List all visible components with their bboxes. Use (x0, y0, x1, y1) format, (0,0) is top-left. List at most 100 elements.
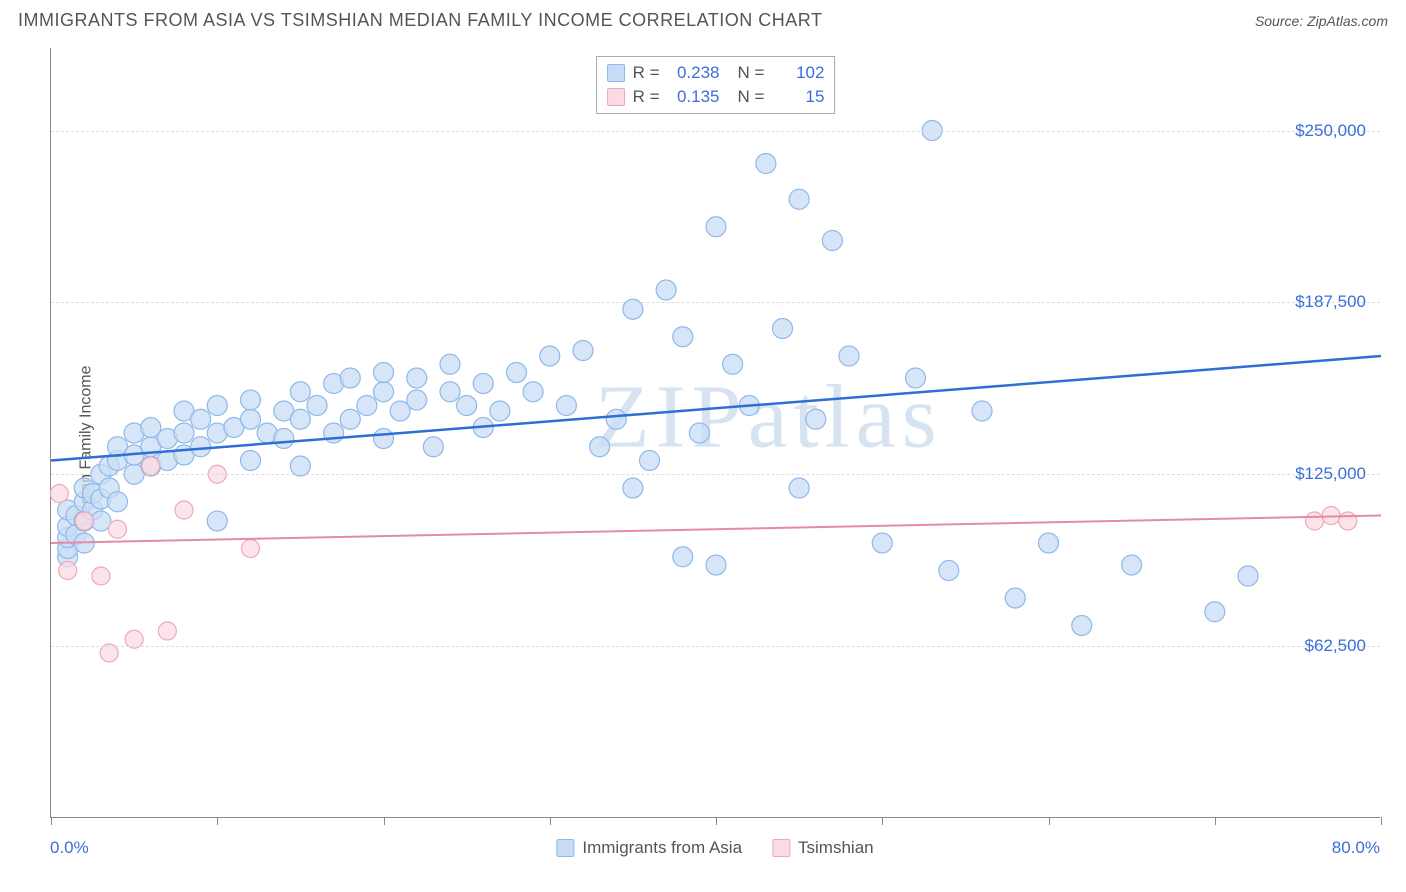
gridline-h (51, 646, 1380, 647)
scatter-point (556, 396, 576, 416)
y-tick-label: $250,000 (1295, 121, 1366, 141)
scatter-point (174, 423, 194, 443)
scatter-point (158, 622, 176, 640)
scatter-point (972, 401, 992, 421)
scatter-point (108, 492, 128, 512)
scatter-point (92, 567, 110, 585)
scatter-point (407, 368, 427, 388)
trend-line (51, 516, 1381, 544)
scatter-point (91, 511, 111, 531)
scatter-point (1072, 616, 1092, 636)
x-tick (550, 817, 551, 825)
legend-swatch (556, 839, 574, 857)
scatter-point (806, 409, 826, 429)
scatter-point (473, 374, 493, 394)
source-prefix: Source: (1255, 13, 1307, 29)
scatter-point (340, 368, 360, 388)
y-tick-label: $187,500 (1295, 292, 1366, 312)
scatter-point (789, 189, 809, 209)
stat-n-value: 102 (772, 63, 824, 83)
x-tick (882, 817, 883, 825)
scatter-point (689, 423, 709, 443)
scatter-point (656, 280, 676, 300)
scatter-point (706, 217, 726, 237)
scatter-point (523, 382, 543, 402)
scatter-point (1005, 588, 1025, 608)
stat-r-value: 0.135 (668, 87, 720, 107)
scatter-point (773, 319, 793, 339)
scatter-point (590, 437, 610, 457)
scatter-point (1306, 512, 1324, 530)
gridline-h (51, 474, 1380, 475)
x-tick (1381, 817, 1382, 825)
scatter-point (640, 451, 660, 471)
scatter-point (1039, 533, 1059, 553)
stats-legend-row: R =0.238N =102 (607, 61, 825, 85)
series-legend: Immigrants from Asia Tsimshian (556, 838, 873, 858)
scatter-point (374, 429, 394, 449)
header: IMMIGRANTS FROM ASIA VS TSIMSHIAN MEDIAN… (0, 0, 1406, 37)
scatter-point (241, 451, 261, 471)
source-attribution: Source: ZipAtlas.com (1255, 13, 1388, 29)
x-axis-max-label: 80.0% (1332, 838, 1380, 858)
scatter-point (75, 512, 93, 530)
stats-legend-row: R =0.135N =15 (607, 85, 825, 109)
scatter-point (50, 485, 68, 503)
scatter-point (241, 390, 261, 410)
scatter-point (507, 363, 527, 383)
x-tick (384, 817, 385, 825)
scatter-point (490, 401, 510, 421)
scatter-point (573, 341, 593, 361)
scatter-point (423, 437, 443, 457)
scatter-point (374, 382, 394, 402)
scatter-point (407, 390, 427, 410)
gridline-h (51, 302, 1380, 303)
stat-r-label: R = (633, 63, 660, 83)
scatter-point (1205, 602, 1225, 622)
scatter-point (175, 501, 193, 519)
scatter-point (756, 154, 776, 174)
scatter-point (59, 562, 77, 580)
scatter-point (191, 437, 211, 457)
y-tick-label: $62,500 (1305, 636, 1366, 656)
scatter-point (207, 511, 227, 531)
chart-plot-area: ZIPatlas R =0.238N =102R =0.135N =15 $62… (50, 48, 1380, 818)
scatter-point (822, 231, 842, 251)
scatter-point (939, 561, 959, 581)
legend-swatch (772, 839, 790, 857)
x-tick (51, 817, 52, 825)
x-axis-labels-row: 0.0% Immigrants from Asia Tsimshian 80.0% (50, 838, 1380, 868)
x-axis-min-label: 0.0% (50, 838, 89, 858)
scatter-point (307, 396, 327, 416)
scatter-plot-svg (51, 48, 1380, 817)
scatter-point (207, 396, 227, 416)
stat-r-value: 0.238 (668, 63, 720, 83)
scatter-point (440, 354, 460, 374)
scatter-point (241, 409, 261, 429)
scatter-point (457, 396, 477, 416)
scatter-point (540, 346, 560, 366)
scatter-point (706, 555, 726, 575)
scatter-point (723, 354, 743, 374)
scatter-point (242, 540, 260, 558)
scatter-point (673, 547, 693, 567)
scatter-point (274, 429, 294, 449)
legend-label: Immigrants from Asia (582, 838, 742, 858)
scatter-point (191, 409, 211, 429)
scatter-point (1238, 566, 1258, 586)
scatter-point (109, 520, 127, 538)
scatter-point (142, 457, 160, 475)
scatter-point (340, 409, 360, 429)
scatter-point (906, 368, 926, 388)
x-tick (1049, 817, 1050, 825)
scatter-point (290, 456, 310, 476)
gridline-h (51, 131, 1380, 132)
scatter-point (290, 382, 310, 402)
legend-label: Tsimshian (798, 838, 874, 858)
scatter-point (357, 396, 377, 416)
stat-n-label: N = (738, 87, 765, 107)
y-tick-label: $125,000 (1295, 464, 1366, 484)
legend-swatch (607, 88, 625, 106)
x-tick (716, 817, 717, 825)
stats-legend-box: R =0.238N =102R =0.135N =15 (596, 56, 836, 114)
